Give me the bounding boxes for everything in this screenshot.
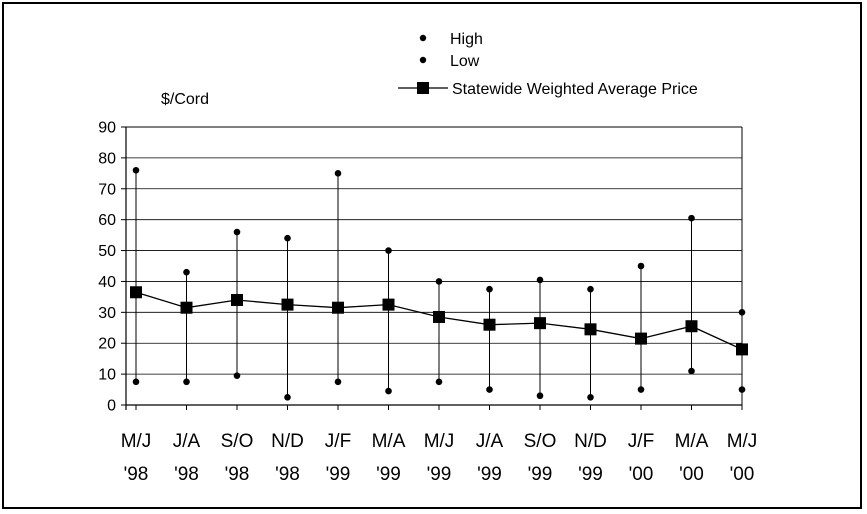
legend-average-label: Statewide Weighted Average Price (452, 81, 698, 98)
high-point (132, 166, 140, 174)
y-axis-ticks: 0 10 20 30 40 50 60 70 80 90 (98, 120, 126, 415)
average-point (433, 310, 445, 323)
x-tick-label-period: J/F (325, 431, 351, 452)
y-tick-label: 10 (98, 367, 116, 384)
y-tick-label: 90 (98, 120, 116, 137)
y-tick-label: 0 (107, 398, 116, 415)
x-tick-label-period: S/O (524, 431, 557, 452)
low-point (233, 372, 241, 379)
low-point (435, 378, 443, 386)
average-point (281, 298, 294, 311)
y-tick-label: 70 (98, 181, 116, 198)
chart-frame (2, 2, 862, 509)
average-point (130, 286, 142, 299)
x-tick-label-year: '98 (275, 464, 300, 485)
high-point (284, 234, 291, 242)
low-point (688, 367, 695, 375)
x-tick-label-year: '99 (528, 464, 553, 485)
average-point (231, 293, 243, 306)
legend-high-marker (419, 34, 427, 42)
average-point (685, 320, 698, 333)
legend-average-marker (417, 82, 429, 94)
high-low-ranges (135, 170, 743, 398)
average-point (584, 323, 597, 336)
legend-high-label: High (450, 31, 483, 48)
average-point (483, 318, 496, 331)
low-point (637, 386, 645, 393)
gridlines (125, 126, 743, 410)
high-point (435, 278, 443, 285)
high-point (486, 285, 493, 293)
y-tick-label: 30 (98, 305, 116, 322)
high-point (334, 170, 342, 177)
low-point (334, 378, 342, 386)
y-tick-label: 20 (98, 336, 116, 353)
low-point (486, 386, 493, 393)
x-axis-ticks: M/J '98 J/A '98 S/O '98 N/D '98 J/F '99 M/A '99 M/J '… (121, 405, 758, 485)
x-tick-label-year: '98 (124, 464, 149, 485)
high-point (688, 214, 695, 222)
average-point (382, 298, 395, 311)
x-tick-label-period: M/J (121, 431, 152, 452)
x-tick-label-period: J/F (628, 431, 654, 452)
x-tick-label-year: '99 (376, 464, 401, 485)
x-tick-label-period: N/D (574, 431, 607, 452)
average-point (635, 332, 647, 345)
legend-low-marker (419, 56, 427, 64)
average-point (180, 301, 193, 314)
y-tick-label: 80 (98, 150, 116, 167)
x-tick-label-year: '00 (679, 464, 704, 485)
x-tick-label-period: J/A (476, 431, 504, 452)
x-tick-label-year: '99 (578, 464, 603, 485)
low-point (738, 386, 746, 393)
low-point (536, 392, 544, 400)
average-point (332, 301, 344, 314)
low-point (183, 378, 190, 386)
x-tick-label-year: '99 (477, 464, 502, 485)
y-tick-label: 40 (98, 274, 116, 291)
low-point (385, 387, 392, 395)
x-tick-label-year: '00 (730, 464, 755, 485)
high-point (536, 276, 544, 284)
high-point (587, 285, 594, 293)
x-tick-label-year: '99 (326, 464, 351, 485)
high-point (183, 268, 190, 276)
x-tick-label-year: '98 (174, 464, 199, 485)
high-point (637, 262, 645, 270)
x-tick-label-period: S/O (221, 431, 254, 452)
x-tick-label-year: '00 (629, 464, 654, 485)
high-point (738, 309, 746, 316)
average-point (534, 317, 546, 330)
high-point (385, 247, 392, 254)
y-axis-unit-label: $/Cord (161, 91, 209, 108)
low-point (132, 378, 140, 386)
x-tick-label-period: J/A (173, 431, 201, 452)
x-tick-label-year: '98 (225, 464, 250, 485)
x-tick-label-period: N/D (271, 431, 304, 452)
legend: High Low Statewide Weighted Average Pric… (398, 31, 698, 98)
x-tick-label-period: M/J (727, 431, 758, 452)
x-tick-label-period: M/J (424, 431, 455, 452)
y-tick-label: 60 (98, 212, 116, 229)
x-tick-label-period: M/A (372, 431, 406, 452)
x-tick-label-period: M/A (675, 431, 709, 452)
low-point (587, 393, 594, 401)
average-point (736, 343, 748, 356)
y-tick-label: 50 (98, 243, 116, 260)
low-point (284, 393, 291, 401)
legend-low-label: Low (450, 53, 480, 70)
high-point (233, 228, 241, 236)
x-tick-label-year: '99 (427, 464, 452, 485)
data-points (130, 166, 748, 401)
